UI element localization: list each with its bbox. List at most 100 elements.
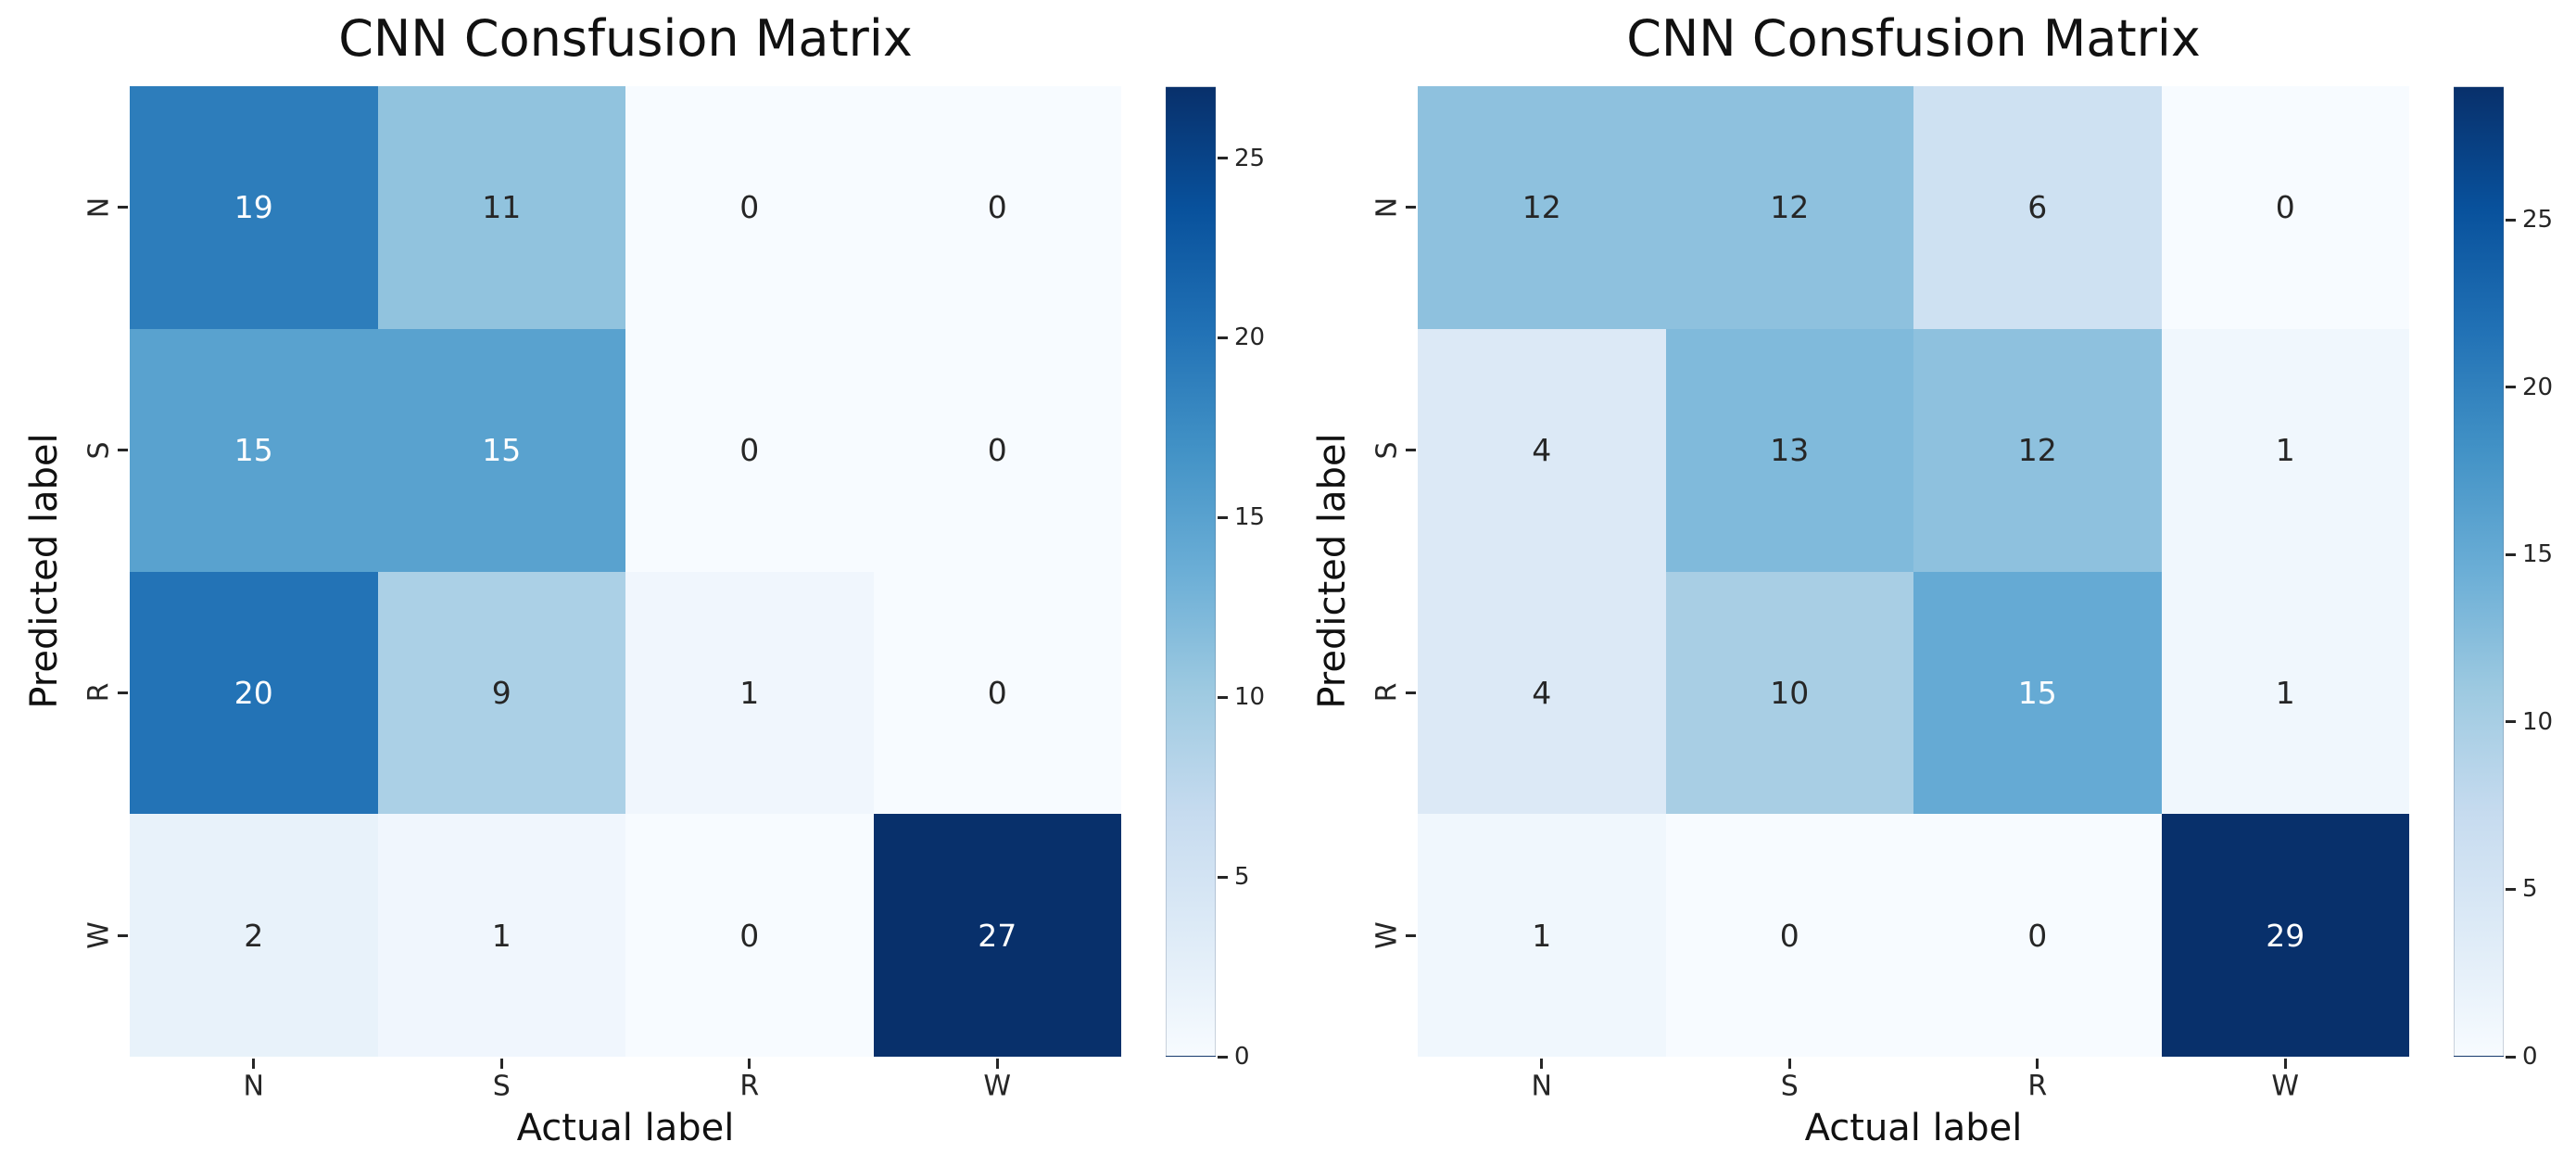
y-tick-label: W bbox=[1370, 921, 1404, 949]
heatmap-cell: 15 bbox=[377, 328, 625, 572]
y-axis-label: Predicted label bbox=[1311, 433, 1354, 709]
colorbar-tick-label: 15 bbox=[2522, 540, 2554, 569]
x-tick-mark bbox=[499, 1059, 503, 1069]
cell-value: 15 bbox=[2017, 674, 2057, 711]
cell-value: 0 bbox=[739, 917, 760, 954]
colorbar-tick-label: 0 bbox=[1234, 1043, 1250, 1071]
heatmap-cell: 9 bbox=[377, 571, 625, 815]
colorbar-tick-mark bbox=[1218, 336, 1228, 339]
colorbar-tick-label: 20 bbox=[1234, 323, 1266, 352]
cell-value: 0 bbox=[2027, 917, 2048, 954]
colorbar-tick-mark bbox=[1218, 875, 1228, 879]
chart-title: CNN Consfusion Matrix bbox=[1626, 9, 2201, 68]
y-tick-mark bbox=[118, 449, 128, 452]
x-axis-label: Actual label bbox=[516, 1107, 735, 1149]
x-tick-mark bbox=[2283, 1059, 2287, 1069]
heatmap-cell: 0 bbox=[1913, 814, 2162, 1057]
heatmap-cell: 0 bbox=[625, 328, 874, 572]
heatmap-cell: 11 bbox=[377, 86, 625, 329]
heatmap-cell: 12 bbox=[1913, 328, 2162, 572]
heatmap-cell: 13 bbox=[1665, 328, 1913, 572]
cell-value: 0 bbox=[987, 432, 1007, 469]
heatmap-cell: 4 bbox=[1418, 328, 1666, 572]
cell-value: 12 bbox=[2017, 432, 2057, 469]
colorbar-tick-mark bbox=[2506, 887, 2516, 891]
y-tick-label: S bbox=[82, 441, 116, 460]
colorbar bbox=[1166, 86, 1216, 1057]
cell-value: 6 bbox=[2027, 189, 2048, 226]
cell-value: 0 bbox=[739, 189, 760, 226]
colorbar bbox=[2454, 86, 2504, 1057]
colorbar-tick-label: 25 bbox=[1234, 144, 1266, 172]
cell-value: 15 bbox=[482, 432, 522, 469]
y-tick-mark bbox=[1406, 206, 1416, 209]
x-tick-mark bbox=[2036, 1059, 2039, 1069]
colorbar-tick-mark bbox=[2506, 1055, 2516, 1059]
cell-value: 1 bbox=[491, 917, 511, 954]
cell-value: 4 bbox=[1532, 432, 1552, 469]
cell-value: 12 bbox=[1522, 189, 1561, 226]
cell-value: 4 bbox=[1532, 674, 1552, 711]
y-tick-mark bbox=[1406, 449, 1416, 452]
y-tick-label: N bbox=[82, 197, 116, 219]
heatmap-cell: 2 bbox=[130, 814, 378, 1057]
cell-value: 27 bbox=[978, 917, 1017, 954]
cell-value: 15 bbox=[234, 432, 273, 469]
colorbar-tick-label: 5 bbox=[1234, 863, 1250, 892]
heatmap-cell: 15 bbox=[130, 328, 378, 572]
y-tick-label: R bbox=[1370, 682, 1404, 703]
x-axis-label: Actual label bbox=[1804, 1107, 2023, 1149]
cell-value: 0 bbox=[739, 432, 760, 469]
heatmap-grid: 12 12 6 0 4 13 12 1 4 10 15 1 1 0 0 29 bbox=[1418, 86, 2409, 1057]
cell-value: 0 bbox=[2275, 189, 2295, 226]
cell-value: 1 bbox=[739, 674, 760, 711]
heatmap-cell: 12 bbox=[1418, 86, 1666, 329]
heatmap-cell: 1 bbox=[1418, 814, 1666, 1057]
cell-value: 0 bbox=[987, 189, 1007, 226]
colorbar-tick-label: 5 bbox=[2522, 875, 2538, 904]
heatmap-grid: 19 11 0 0 15 15 0 0 20 9 1 0 2 1 0 27 bbox=[130, 86, 1121, 1057]
y-tick-mark bbox=[118, 691, 128, 694]
heatmap-cell: 4 bbox=[1418, 571, 1666, 815]
cell-value: 29 bbox=[2266, 917, 2305, 954]
heatmap-cell: 29 bbox=[2161, 814, 2409, 1057]
heatmap-cell: 20 bbox=[130, 571, 378, 815]
cell-value: 1 bbox=[2275, 432, 2295, 469]
colorbar-tick-mark bbox=[2506, 552, 2516, 556]
colorbar-tick-label: 25 bbox=[2522, 206, 2554, 235]
cell-value: 0 bbox=[987, 674, 1007, 711]
colorbar-tick-label: 10 bbox=[2522, 707, 2554, 736]
x-tick-label: N bbox=[1531, 1070, 1552, 1103]
y-tick-label: W bbox=[82, 921, 116, 949]
cell-value: 19 bbox=[234, 189, 273, 226]
heatmap-cell: 0 bbox=[625, 814, 874, 1057]
x-tick-mark bbox=[252, 1059, 256, 1069]
colorbar-tick-mark bbox=[1218, 515, 1228, 519]
colorbar-tick-mark bbox=[1218, 1055, 1228, 1059]
y-tick-label: S bbox=[1370, 441, 1404, 460]
x-tick-mark bbox=[748, 1059, 751, 1069]
heatmap-cell: 12 bbox=[1665, 86, 1913, 329]
x-tick-mark bbox=[1787, 1059, 1791, 1069]
y-tick-label: R bbox=[82, 682, 116, 703]
colorbar-tick-mark bbox=[1218, 157, 1228, 160]
cell-value: 0 bbox=[1779, 917, 1799, 954]
heatmap-cell: 0 bbox=[873, 571, 1121, 815]
x-tick-label: N bbox=[243, 1070, 264, 1103]
heatmap-cell: 1 bbox=[2161, 571, 2409, 815]
heatmap-cell: 10 bbox=[1665, 571, 1913, 815]
cell-value: 20 bbox=[234, 674, 273, 711]
cell-value: 10 bbox=[1770, 674, 1810, 711]
y-tick-label: N bbox=[1370, 197, 1404, 219]
x-tick-label: S bbox=[1780, 1070, 1799, 1103]
chart-title: CNN Consfusion Matrix bbox=[338, 9, 913, 68]
colorbar-tick-label: 20 bbox=[2522, 373, 2554, 401]
colorbar-tick-label: 15 bbox=[1234, 503, 1266, 532]
confusion-matrix-panel-left: CNN Consfusion Matrix Predicted label 19… bbox=[23, 9, 1266, 1149]
heatmap-cell: 6 bbox=[1913, 86, 2162, 329]
y-tick-mark bbox=[118, 206, 128, 209]
cell-value: 2 bbox=[244, 917, 264, 954]
colorbar-tick-label: 0 bbox=[2522, 1043, 2538, 1071]
cell-value: 11 bbox=[482, 189, 522, 226]
